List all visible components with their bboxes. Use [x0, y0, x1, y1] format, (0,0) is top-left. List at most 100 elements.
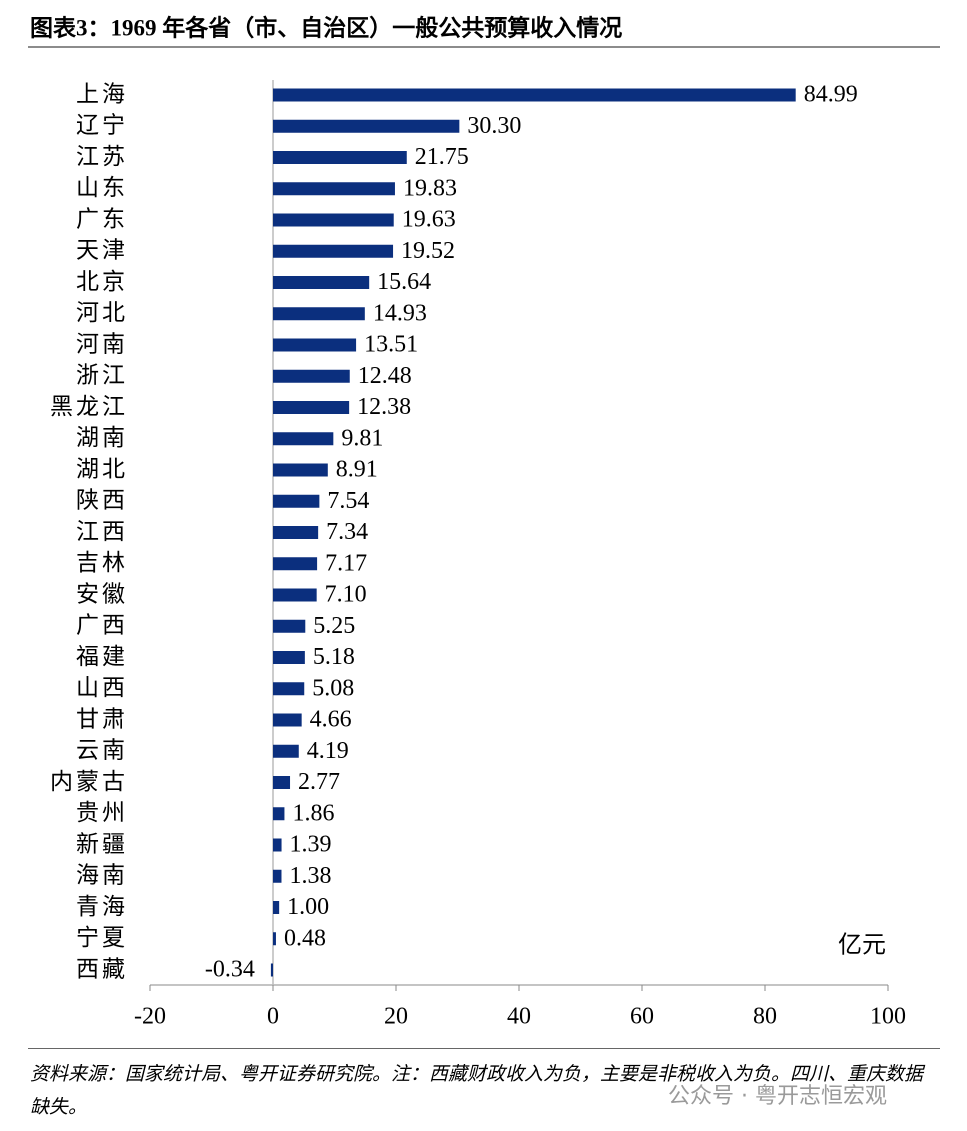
unit-label: 亿元 — [838, 932, 886, 959]
bar — [273, 369, 350, 383]
value-label: 30.30 — [467, 113, 521, 139]
y-tick-label: 云南 — [76, 738, 128, 763]
bar — [273, 744, 299, 758]
y-tick-label: 江西 — [76, 519, 128, 544]
y-tick-label: 北京 — [76, 269, 128, 294]
x-tick-label: 40 — [507, 1004, 531, 1030]
bar — [273, 713, 302, 727]
bar — [270, 963, 273, 977]
bar — [273, 557, 318, 571]
y-tick-label: 广西 — [76, 613, 128, 638]
y-tick-label: 天津 — [76, 238, 128, 263]
bar — [273, 338, 357, 352]
y-tick-label: 黑龙江 — [50, 394, 128, 419]
bar — [273, 526, 319, 539]
bar — [273, 182, 395, 196]
value-label: 14.93 — [373, 300, 427, 326]
value-label: 84.99 — [804, 82, 858, 108]
value-label: 5.25 — [313, 613, 355, 639]
value-label: 12.38 — [357, 394, 411, 420]
value-label: 1.38 — [289, 863, 331, 889]
value-label: 4.66 — [310, 707, 352, 733]
bar — [273, 463, 328, 477]
value-label: 2.77 — [298, 769, 340, 795]
x-tick-label: -20 — [134, 1004, 166, 1030]
y-tick-label: 内蒙古 — [50, 769, 128, 794]
bar — [273, 119, 460, 133]
bar — [273, 807, 285, 821]
x-tick-label: 60 — [630, 1004, 654, 1030]
value-label: 9.81 — [341, 425, 383, 451]
watermark: 公众号 · 粤开志恒宏观 — [668, 1084, 887, 1109]
value-label: 7.10 — [325, 582, 367, 608]
y-tick-label: 河南 — [76, 331, 128, 356]
bar — [273, 651, 305, 664]
y-tick-label: 湖北 — [76, 456, 128, 481]
bar — [273, 682, 305, 696]
value-label: 21.75 — [415, 144, 469, 170]
y-tick-label: 广东 — [76, 206, 128, 231]
y-tick-label: 宁夏 — [76, 925, 128, 950]
value-label: 7.54 — [327, 488, 369, 514]
bar — [273, 88, 796, 102]
y-tick-label: 河北 — [76, 300, 128, 325]
value-label: 5.08 — [312, 675, 354, 701]
y-tick-label: 山西 — [76, 675, 128, 700]
chart: 图表3：1969 年各省（市、自治区）一般公共预算收入情况 亿元 -20 0 20 4… — [28, 14, 940, 1030]
y-tick-label: 江苏 — [76, 144, 128, 169]
value-label: 0.48 — [284, 925, 326, 951]
value-label: 13.51 — [364, 332, 418, 358]
value-label: 4.19 — [307, 738, 349, 764]
y-tick-label: 甘肃 — [76, 706, 128, 731]
bar — [273, 588, 317, 602]
bar — [273, 276, 370, 289]
value-label: 19.52 — [401, 238, 455, 264]
footer-rule — [28, 1048, 940, 1049]
source-note: 资料来源：国家统计局、粤开证券研究院。注：西藏财政收入为负，主要是非税收入为负。… — [30, 1064, 924, 1118]
value-label: 1.86 — [292, 800, 334, 826]
y-tick-label: 湖南 — [76, 425, 128, 450]
x-tick-label: 100 — [870, 1004, 906, 1030]
bar — [273, 151, 407, 164]
x-tick-label: 0 — [267, 1004, 279, 1030]
bar — [273, 776, 291, 789]
x-tick-label: 80 — [753, 1004, 777, 1030]
value-label: 19.63 — [402, 207, 456, 233]
value-label: 12.48 — [358, 363, 412, 389]
y-tick-label: 新疆 — [76, 831, 128, 856]
value-label: -0.34 — [205, 957, 255, 983]
bar — [273, 932, 276, 946]
y-tick-label: 福建 — [76, 644, 128, 669]
chart-title: 图表3：1969 年各省（市、自治区）一般公共预算收入情况 — [30, 14, 622, 40]
bar — [273, 838, 282, 852]
y-tick-label: 辽宁 — [76, 113, 128, 138]
y-tick-label: 山东 — [76, 175, 128, 200]
bar — [273, 494, 320, 508]
bar — [273, 619, 306, 633]
value-label: 7.17 — [325, 550, 367, 576]
value-label: 8.91 — [336, 457, 378, 483]
bar — [273, 213, 394, 227]
bar — [273, 869, 282, 883]
y-tick-label: 陕西 — [76, 488, 128, 513]
value-label: 19.83 — [403, 175, 457, 201]
y-tick-label: 贵州 — [76, 800, 128, 825]
y-tick-label: 安徽 — [76, 581, 128, 606]
bar — [273, 401, 350, 414]
value-label: 1.39 — [290, 832, 332, 858]
value-label: 1.00 — [287, 894, 329, 920]
bar — [273, 432, 334, 446]
y-tick-label: 吉林 — [76, 550, 128, 575]
y-tick-label: 上海 — [76, 81, 128, 106]
y-tick-label: 浙江 — [76, 363, 128, 388]
bar — [273, 901, 280, 914]
value-label: 5.18 — [313, 644, 355, 670]
y-tick-label: 青海 — [76, 894, 128, 919]
x-tick-label: 20 — [384, 1004, 408, 1030]
y-tick-label: 海南 — [76, 863, 128, 888]
y-tick-label: 西藏 — [76, 956, 128, 981]
bar — [273, 307, 365, 321]
value-label: 7.34 — [326, 519, 368, 545]
bar — [273, 244, 394, 258]
